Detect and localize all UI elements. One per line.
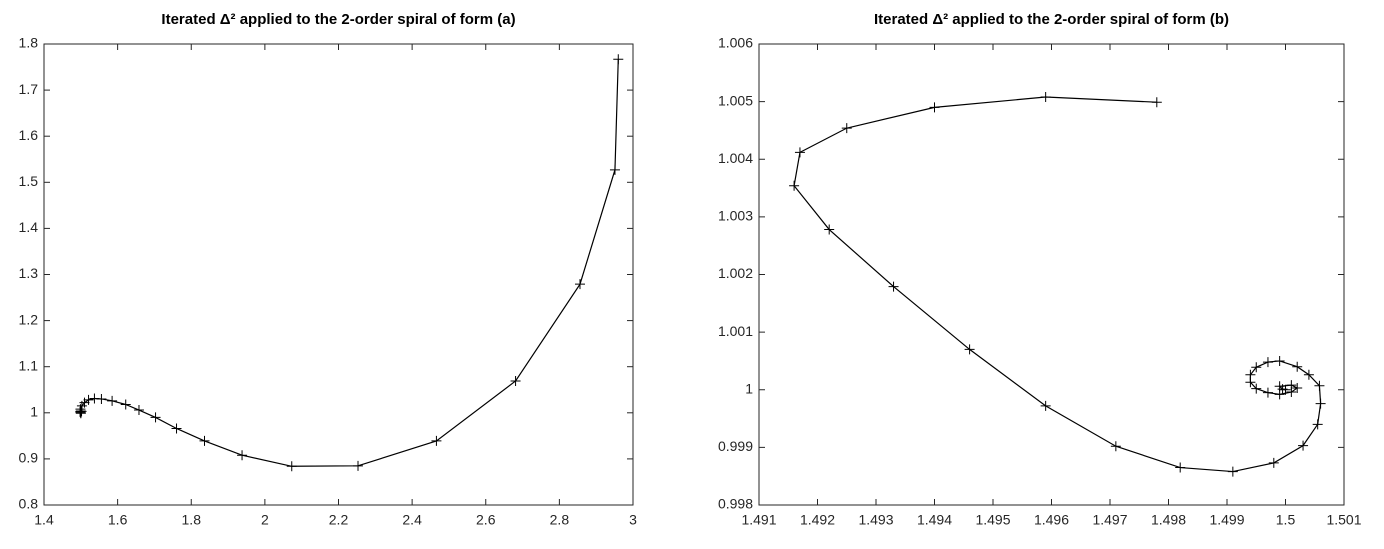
marker (1268, 457, 1279, 468)
x-tick-label: 2.8 (550, 512, 570, 528)
x-tick-label: 3 (629, 512, 637, 528)
marker (89, 393, 100, 404)
y-tick-label: 0.8 (19, 496, 39, 512)
y-tick-label: 1.1 (19, 357, 39, 373)
y-tick-label: 1.005 (718, 92, 753, 108)
x-tick-label: 1.493 (858, 512, 893, 528)
marker (1312, 419, 1323, 430)
marker (1314, 380, 1325, 391)
marker (1251, 362, 1262, 373)
curve (79, 59, 619, 467)
marker (83, 394, 94, 405)
marker (794, 147, 805, 158)
y-tick-label: 1.004 (718, 150, 753, 166)
x-tick-label: 1.5 (1276, 512, 1296, 528)
marker (613, 54, 624, 65)
marker (841, 123, 852, 134)
x-tick-label: 1.499 (1209, 512, 1244, 528)
x-tick-label: 1.496 (1034, 512, 1069, 528)
marker (1040, 92, 1051, 103)
marker (1245, 377, 1256, 388)
marker (929, 102, 940, 113)
x-tick-label: 1.6 (108, 512, 128, 528)
marker (1292, 383, 1303, 394)
axes-box (758, 43, 1345, 506)
marker (75, 407, 86, 418)
marker (888, 281, 899, 292)
marker (1292, 361, 1303, 372)
marker (1315, 398, 1326, 409)
y-tick-label: 1.001 (718, 323, 753, 339)
marker (1298, 440, 1309, 451)
axes-box (43, 43, 634, 506)
marker (1274, 355, 1285, 366)
marker (1303, 369, 1314, 380)
x-tick-label: 2.2 (329, 512, 349, 528)
marker (824, 224, 835, 235)
marker (133, 405, 144, 416)
marker (1175, 462, 1186, 473)
x-tick-label: 2 (261, 512, 269, 528)
y-tick-label: 1.3 (19, 265, 39, 281)
marker (286, 461, 297, 472)
chart-title: Iterated Δ² applied to the 2-order spira… (161, 11, 515, 28)
marker (1110, 441, 1121, 452)
marker (171, 423, 182, 434)
x-tick-label: 1.8 (182, 512, 202, 528)
marker (1151, 97, 1162, 108)
marker (107, 395, 118, 406)
y-tick-label: 1 (30, 404, 38, 420)
y-tick-label: 1.5 (19, 173, 39, 189)
x-tick-label: 1.495 (975, 512, 1010, 528)
marker (964, 344, 975, 355)
marker (431, 435, 442, 446)
marker (1262, 357, 1273, 368)
x-tick-label: 1.497 (1092, 512, 1127, 528)
y-tick-label: 1.2 (19, 311, 39, 327)
x-tick-label: 1.501 (1326, 512, 1361, 528)
marker (1251, 383, 1262, 394)
marker (150, 412, 161, 423)
marker (1262, 387, 1273, 398)
marker (574, 279, 585, 290)
x-tick-label: 2.6 (476, 512, 496, 528)
y-tick-label: 1.003 (718, 208, 753, 224)
y-tick-label: 1.4 (19, 219, 39, 235)
marker (1227, 466, 1238, 477)
x-tick-label: 2.4 (402, 512, 422, 528)
x-tick-label: 1.492 (800, 512, 835, 528)
y-tick-label: 1.6 (19, 127, 39, 143)
marker (353, 460, 364, 471)
y-tick-label: 0.9 (19, 450, 39, 466)
y-tick-label: 0.998 (718, 496, 753, 512)
y-tick-label: 1.7 (19, 81, 39, 97)
curve (793, 96, 1322, 473)
marker (1280, 384, 1291, 395)
marker (609, 164, 620, 175)
y-tick-label: 1.002 (718, 265, 753, 281)
marker (237, 450, 248, 461)
x-tick-label: 1.491 (741, 512, 776, 528)
marker (1286, 380, 1297, 391)
marker (510, 375, 521, 386)
marker (789, 180, 800, 191)
x-tick-label: 1.494 (917, 512, 952, 528)
marker (199, 435, 210, 446)
chart-title: Iterated Δ² applied to the 2-order spira… (874, 11, 1229, 28)
y-tick-label: 0.999 (718, 438, 753, 454)
y-tick-label: 1 (745, 380, 753, 396)
marker (1040, 400, 1051, 411)
x-tick-label: 1.498 (1151, 512, 1186, 528)
marker (120, 399, 131, 410)
y-tick-label: 1.006 (718, 35, 753, 51)
x-tick-label: 1.4 (34, 512, 54, 528)
y-tick-label: 1.8 (19, 35, 39, 51)
